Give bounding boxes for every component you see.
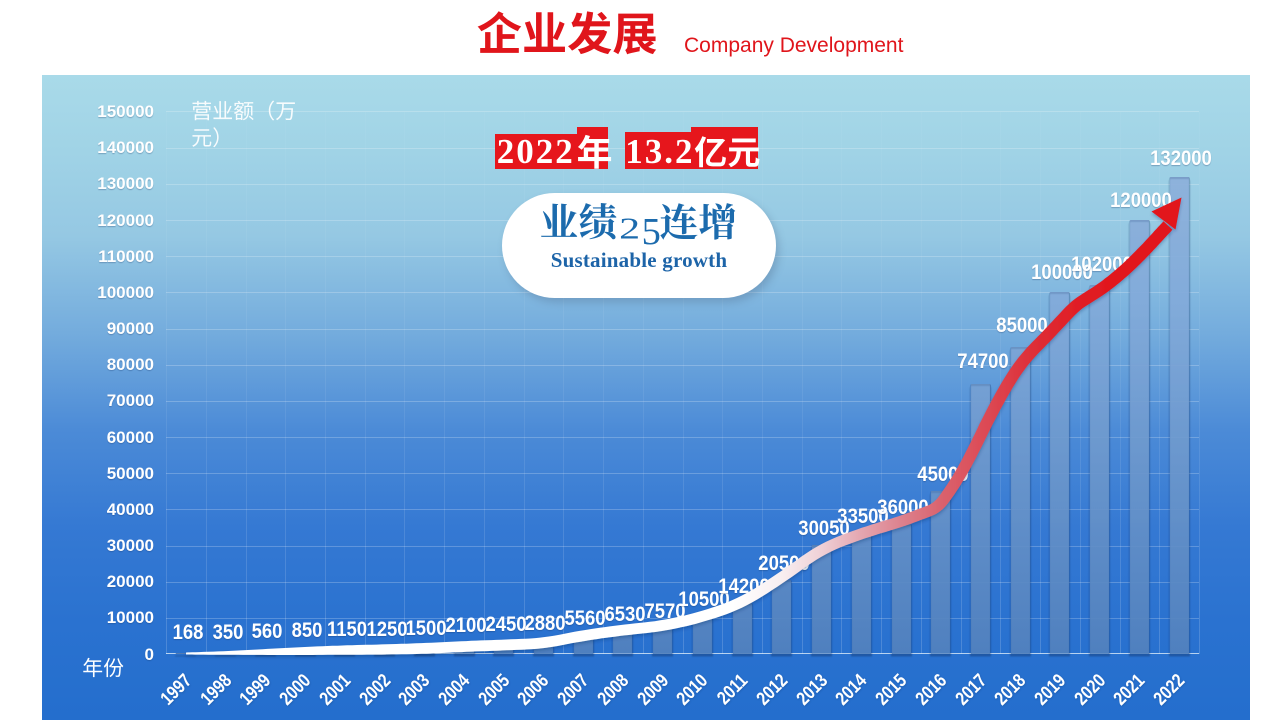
svg-text:5: 5 — [642, 211, 661, 253]
svg-text:2: 2 — [619, 210, 640, 245]
